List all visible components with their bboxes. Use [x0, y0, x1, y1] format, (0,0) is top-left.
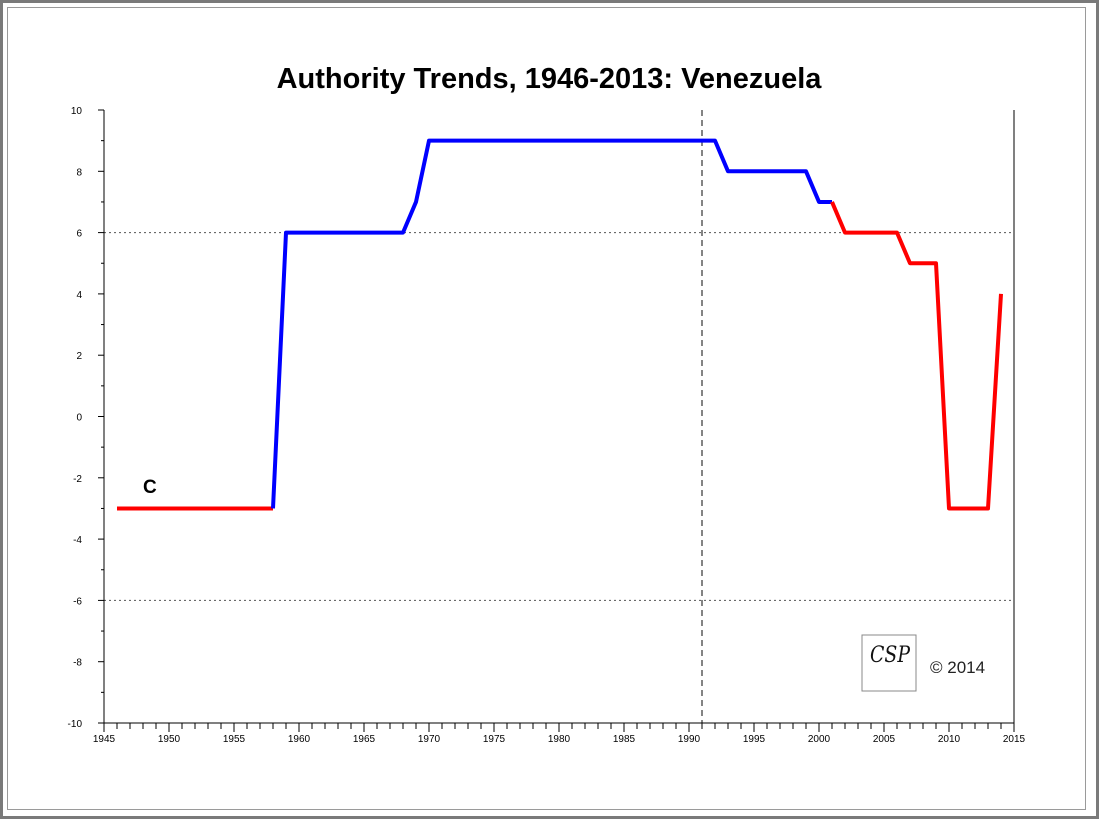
y-tick-label: -4: [73, 535, 82, 546]
x-tick-label: 1955: [223, 734, 246, 745]
x-tick-label: 1980: [548, 734, 571, 745]
series-segment-2: [271, 138, 832, 509]
axes-layer: [103, 110, 1015, 724]
x-tick-label: 1945: [93, 734, 116, 745]
y-tick-label: 2: [76, 351, 82, 362]
x-tick-label: 1960: [288, 734, 311, 745]
copyright-text: © 2014: [930, 658, 985, 677]
y-tick-label: -2: [73, 474, 82, 485]
x-tick-label: 2000: [808, 734, 831, 745]
ticks-layer: 10 8 6 4 2 0 -2 -4 -6 -8 -10 1945 1950 1955 1960 1965 19…: [68, 106, 1026, 745]
y-tick-label: 8: [76, 167, 82, 178]
csp-logo: CSP: [861, 634, 917, 692]
y-tick-label: -8: [73, 658, 82, 669]
x-tick-label: 1950: [158, 734, 181, 745]
grid-layer: [104, 110, 1014, 723]
x-tick-label: 2010: [938, 734, 961, 745]
series-label: C: [143, 477, 157, 498]
y-tick-label: 10: [71, 106, 83, 117]
series-segment-3: [830, 201, 1003, 511]
series-layer: [117, 138, 1003, 511]
logo-box: [861, 634, 917, 692]
logo-text: CSP: [870, 643, 911, 668]
x-tick-label: 1965: [353, 734, 376, 745]
x-tick-label: 1975: [483, 734, 506, 745]
x-tick-label: 1990: [678, 734, 701, 745]
x-tick-label: 1985: [613, 734, 636, 745]
y-tick-label: -6: [73, 596, 82, 607]
y-tick-label: 4: [76, 290, 82, 301]
y-tick-label: 6: [76, 229, 82, 240]
x-tick-label: 2005: [873, 734, 896, 745]
x-tick-label: 2015: [1003, 734, 1026, 745]
x-tick-label: 1970: [418, 734, 441, 745]
y-tick-label: 0: [76, 413, 82, 424]
x-tick-label: 1995: [743, 734, 766, 745]
chart-title: Authority Trends, 1946-2013: Venezuela: [277, 63, 823, 95]
y-tick-label: -10: [68, 719, 83, 730]
